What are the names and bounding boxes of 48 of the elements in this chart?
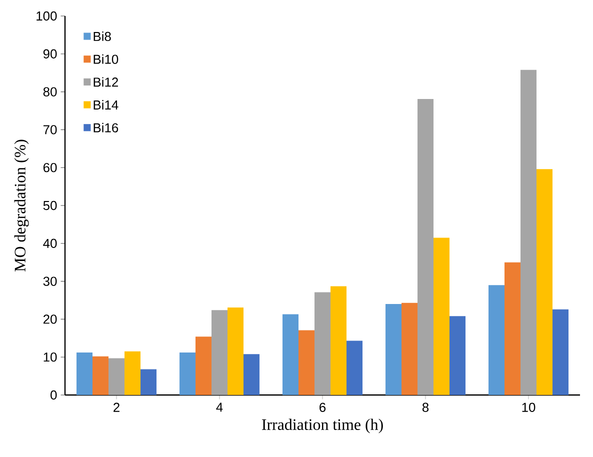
y-tick-label: 10 bbox=[44, 352, 57, 362]
bar bbox=[212, 310, 228, 395]
legend-label: Bi16 bbox=[94, 122, 118, 132]
legend-label: Bi14 bbox=[94, 100, 118, 110]
x-tick-label: 2 bbox=[114, 402, 120, 412]
bar bbox=[434, 238, 450, 395]
bar bbox=[418, 98, 434, 395]
bar bbox=[346, 340, 363, 395]
bar bbox=[244, 354, 260, 395]
y-tick-label: 60 bbox=[43, 163, 57, 172]
y-tick-label: 90 bbox=[43, 49, 57, 58]
x-axis-title: Irradiation time (h) bbox=[262, 418, 383, 434]
bar bbox=[552, 309, 569, 395]
bar bbox=[140, 369, 157, 395]
bar bbox=[450, 316, 466, 395]
y-tick-label: 70 bbox=[43, 125, 57, 134]
y-tick-label: 30 bbox=[43, 276, 57, 286]
legend-label: Bi12 bbox=[94, 77, 118, 87]
x-tick-label: 8 bbox=[422, 402, 429, 412]
x-tick-label: 4 bbox=[216, 402, 223, 412]
legend-label: Bi10 bbox=[94, 54, 118, 64]
y-tick-label: 20 bbox=[43, 314, 57, 324]
bar bbox=[488, 285, 505, 395]
y-tick-label: 0 bbox=[50, 390, 57, 400]
bar bbox=[76, 352, 92, 395]
bar bbox=[386, 304, 402, 395]
bar bbox=[314, 292, 331, 395]
bar bbox=[282, 314, 299, 395]
bar bbox=[180, 352, 196, 395]
bar bbox=[520, 70, 537, 395]
bar bbox=[108, 358, 124, 395]
legend-label: Bi8 bbox=[94, 32, 111, 42]
x-tick-label: 6 bbox=[320, 402, 326, 412]
bar bbox=[504, 262, 521, 395]
x-tick-label: 10 bbox=[522, 402, 536, 412]
bar bbox=[298, 330, 315, 395]
y-axis-title: MO degradation (%) bbox=[14, 140, 29, 272]
bar bbox=[402, 302, 418, 395]
y-tick-label: 50 bbox=[43, 200, 57, 210]
bar bbox=[124, 351, 140, 395]
bar bbox=[536, 169, 553, 395]
y-tick-label: 100 bbox=[36, 11, 57, 21]
bar bbox=[92, 356, 108, 395]
bar bbox=[228, 307, 244, 395]
bar bbox=[330, 286, 347, 395]
y-tick-label: 80 bbox=[43, 87, 57, 96]
y-tick-label: 40 bbox=[43, 238, 57, 248]
bar bbox=[196, 336, 212, 395]
